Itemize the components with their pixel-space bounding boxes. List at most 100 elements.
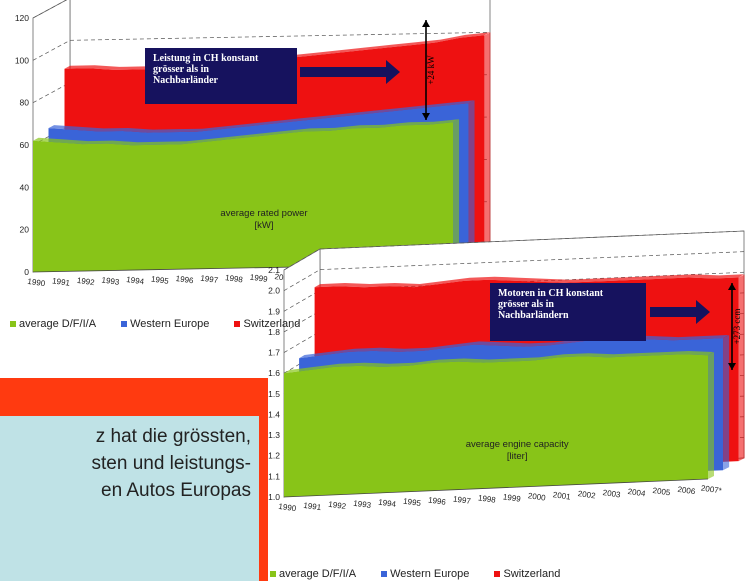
gridline [283,230,745,271]
x-tick-label: 2001 [552,490,571,501]
legend-capacity: average D/F/I/A Western Europe Switzerla… [270,568,582,580]
callout-line-1: z hat die grössten, [95,426,251,447]
x-axis [283,478,709,498]
y-tick-label: 1.5 [268,389,280,399]
legend-label-switzerland: Switzerland [503,568,561,580]
x-tick-label: 1996 [428,495,447,506]
difference-arrow-head-bottom [728,363,736,370]
y-tick-label: 1.3 [268,430,280,440]
x-tick-label: 1998 [225,273,244,284]
annotation-box [145,48,297,104]
y-tick-label: 1.8 [268,327,280,337]
chart-1: 0 20 40 60 80 100 120 1990 1991 1992 1993 1994 1995 1… [15,0,491,288]
chart-2: 1.0 1.1 1.2 1.3 1.4 1.5 1.6 1.7 1.8 1.9 2.0 2.1 1990… [268,230,745,513]
area-average-d-f-i-a [33,122,453,272]
chart-title-line-2: [liter] [507,451,528,462]
x-tick-label: 2000 [527,491,546,502]
x-tick-label: 1991 [52,276,71,287]
x-tick-label: 1990 [278,502,297,513]
y-tick-label: 1.6 [268,368,280,378]
difference-arrow-head-bottom [422,113,430,120]
annotation-arrow [650,300,710,324]
x-tick-label: 1994 [126,275,145,286]
legend-item-western-europe: Western Europe [121,318,209,330]
annotation-line: grösser als in [498,299,554,310]
x-tick-label: 1993 [353,499,372,510]
annotation-line: Nachbarländer [153,75,219,86]
annotation-line: Motoren in CH konstant [498,288,604,299]
area-edge [723,335,730,471]
y-tick-label: 40 [20,182,30,192]
x-tick-label: 1996 [175,274,194,285]
annotation-line: Nachbarländern [498,310,569,321]
x-tick-label: 1991 [303,501,322,512]
callout-line-2: sten und leistungs- [91,453,252,474]
legend-power: average D/F/I/A Western Europe Switzerla… [10,318,322,330]
y-tick-label: 1.1 [268,471,280,481]
difference-label: +273 ccm [732,309,742,345]
x-tick-label: 1997 [452,494,471,505]
difference-arrow-head-top [728,283,736,290]
legend-label-average: average D/F/I/A [19,318,97,330]
y-tick-label: 1.2 [268,451,280,461]
area-ridge [64,32,490,70]
legend-label-average: average D/F/I/A [279,568,357,580]
y-tick-label: 120 [15,13,29,23]
area-edge [738,274,745,462]
area-ridge [33,119,459,146]
x-tick-label: 1999 [249,273,268,284]
x-tick-label: 2003 [602,488,621,499]
x-tick-label: 1992 [328,500,347,511]
legend-item-average: average D/F/I/A [270,568,356,580]
x-tick-label: 2007* [700,484,722,496]
y-tick-label: 20 [20,225,30,235]
area-average-d-f-i-a [284,354,708,497]
x-tick-label: 1990 [27,277,46,288]
chart-title-line-2: [kW] [255,220,274,231]
legend-label-western-europe: Western Europe [390,568,470,580]
y-tick-label: 100 [15,55,29,65]
gridline [32,31,491,61]
y-tick-label: 2.1 [268,265,280,275]
gridline [32,0,68,19]
difference-label: +24 kW [426,55,436,85]
x-tick-label: 1995 [403,497,422,508]
legend-swatch-switzerland [494,571,501,578]
summary-callout-body: z hat die grössten, sten und leistungs- … [0,416,259,581]
x-tick-label: 1998 [477,493,496,504]
legend-label-switzerland: Switzerland [243,318,301,330]
y-tick-label: 1.9 [268,306,280,316]
annotation-box [490,283,646,341]
summary-callout: z hat die grössten, sten und leistungs- … [0,378,268,581]
x-tick-label: 1995 [150,274,169,285]
legend-swatch-switzerland [234,321,241,328]
legend-swatch-western-europe [381,571,388,578]
x-tick-label: 2006 [677,485,696,496]
annotation-arrow [300,60,400,84]
y-tick-label: 60 [20,140,30,150]
legend-swatch-average [270,571,276,578]
area-ridge [299,335,729,359]
gridline [283,251,745,291]
x-tick-label: 2002 [577,489,596,500]
y-tick-label: 80 [20,98,30,108]
legend-item-switzerland: Switzerland [494,568,560,580]
area-ridge [48,100,475,133]
y-tick-label: 1.4 [268,409,280,419]
chart-title-line-1: average rated power [220,208,307,219]
legend-item-switzerland: Switzerland [234,318,300,330]
legend-swatch-average [10,321,16,328]
x-tick-label: 1994 [378,498,397,509]
difference-arrow-head-top [422,20,430,27]
x-tick-label: 2005 [652,486,671,497]
x-tick-label: 2004 [627,487,646,498]
legend-item-average: average D/F/I/A [10,318,96,330]
legend-swatch-western-europe [121,321,128,328]
callout-line-3: en Autos Europas [101,480,251,501]
area-edge [468,100,475,256]
annotation-line: Leistung in CH konstant [153,53,259,64]
annotation-line: grösser als in [153,64,209,75]
y-tick-label: 1.7 [268,348,280,358]
